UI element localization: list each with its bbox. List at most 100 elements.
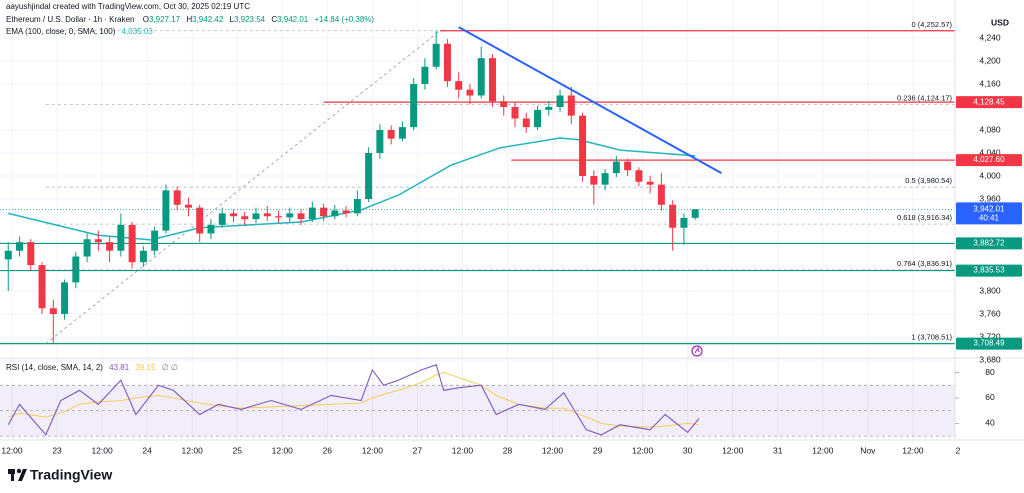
ema-value: 4,035.03 (122, 27, 154, 36)
rsi-sma-line (8, 372, 699, 428)
y-tick-label: 3,680 (979, 354, 1001, 364)
x-tick-label: 27 (413, 445, 423, 455)
x-tick-label: 25 (232, 445, 242, 455)
candle-body (522, 118, 530, 128)
candle-body (275, 216, 283, 218)
candle-body (61, 282, 69, 314)
candle-body (443, 43, 451, 82)
candle-body (106, 242, 114, 251)
y-tick-label: 80 (985, 367, 995, 377)
ohlc-key: O (143, 15, 149, 24)
x-tick-label: Nov (860, 445, 876, 455)
candle-body (579, 115, 587, 176)
legend-main: Ethereum / U.S. Dollar · 1h · Kraken O3,… (6, 15, 374, 24)
x-tick-label: 12:00 (272, 445, 294, 455)
ohlc-value: 3,927.17 (149, 15, 181, 24)
brand: TradingView (30, 467, 112, 483)
candle-body (117, 224, 125, 251)
candle-body (488, 58, 496, 102)
candle-body (590, 176, 598, 185)
rsi-name: RSI (14, close, SMA, 14, 2) (6, 363, 103, 372)
credit: aayushjindal created with TradingView.co… (6, 2, 250, 11)
x-tick-label: 12:00 (722, 445, 744, 455)
x-tick-label: 29 (593, 445, 603, 455)
legend-ema: EMA (100, close, 0, SMA, 100) 4,035.03 (6, 27, 153, 36)
candle-body (16, 242, 24, 251)
y-tick-label: 4,080 (979, 124, 1001, 134)
candle-body (657, 184, 665, 205)
candle-body (173, 190, 181, 205)
candle-body (376, 130, 384, 153)
price-tag-label: 3,835.53 (973, 266, 1005, 275)
candle-body (263, 213, 271, 217)
fib-label: 0.5 (3,980.54) (905, 176, 952, 185)
candle-body (320, 207, 328, 217)
candle-body (455, 81, 463, 90)
candle-body (139, 250, 147, 263)
rsi-line (7, 364, 700, 436)
candle-body (680, 217, 688, 228)
candle-body (477, 58, 485, 96)
candle-body (196, 207, 204, 234)
candle-body (612, 161, 620, 174)
candle-body (500, 101, 508, 107)
ohlc-key: L (230, 15, 235, 24)
x-tick-label: 12:00 (452, 445, 474, 455)
change: +14.84 (+0.38%) (314, 15, 374, 24)
price-tag-label: 3,882.72 (973, 239, 1005, 248)
x-tick-label: 2 (956, 445, 961, 455)
price-tag (956, 264, 1022, 277)
candle-body (624, 161, 632, 171)
grid (0, 0, 955, 440)
x-tick-label: 26 (323, 445, 333, 455)
candle-body (556, 95, 564, 107)
candle-body (353, 199, 361, 214)
x-tick-label: 23 (52, 445, 62, 455)
candle-body (4, 250, 12, 260)
x-tick-label: 28 (503, 445, 513, 455)
brand-logo: TradingView (8, 467, 112, 483)
ohlc-key: C (271, 15, 277, 24)
candle-body (229, 213, 237, 217)
candle-body (241, 216, 249, 220)
candle-body (466, 89, 474, 96)
candle-body (342, 210, 350, 214)
last-price-label: 3,942.01 (973, 204, 1005, 213)
y-tick-label: 4,160 (979, 78, 1001, 88)
x-tick-label: 12:00 (902, 445, 924, 455)
price-tag-label: 4,128.45 (973, 97, 1005, 106)
x-tick-label: 24 (142, 445, 152, 455)
price-tag-label: 4,027.60 (973, 155, 1005, 164)
fib-label: 0.618 (3,916.34) (897, 213, 953, 222)
price-tag (956, 154, 1022, 167)
y-tick-label: 4,200 (979, 55, 1001, 65)
last-price-tag (956, 202, 1022, 225)
price-tag (956, 237, 1022, 250)
fib-label: 0.236 (4,124.17) (897, 94, 953, 103)
candle-body (184, 204, 192, 208)
y-tick-label: 3,960 (979, 193, 1001, 203)
price-pane: 0 (4,252.57) 0.236 (4,124.17) 0.5 (3,980.5… (0, 20, 955, 345)
alert-icon (691, 345, 703, 357)
candle-body (387, 130, 395, 139)
y-tick-label: 3,720 (979, 331, 1001, 341)
candle-body (72, 256, 80, 283)
legend-rsi: RSI (14, close, SMA, 14, 2) 43.81 39.15 … (6, 363, 178, 372)
candle-body (365, 153, 373, 199)
rsi-sma-value: 39.15 (135, 363, 156, 372)
ohlc-value: 3,923.54 (234, 15, 266, 24)
ohlc-key: H (186, 15, 192, 24)
y-tick-label: 4,000 (979, 170, 1001, 180)
x-tick-label: 12:00 (182, 445, 204, 455)
candle-body (567, 95, 575, 116)
currency: USD (991, 17, 1009, 27)
rsi-extra: ∅ ∅ (162, 363, 178, 372)
x-tick-label: 30 (683, 445, 693, 455)
candle-body (297, 213, 305, 220)
candle-body (308, 207, 316, 220)
candle-body (669, 204, 677, 228)
candle-body (691, 209, 699, 218)
y-tick-label: 3,800 (979, 285, 1001, 295)
candle-body (94, 239, 102, 243)
countdown: 40:41 (979, 213, 1000, 222)
